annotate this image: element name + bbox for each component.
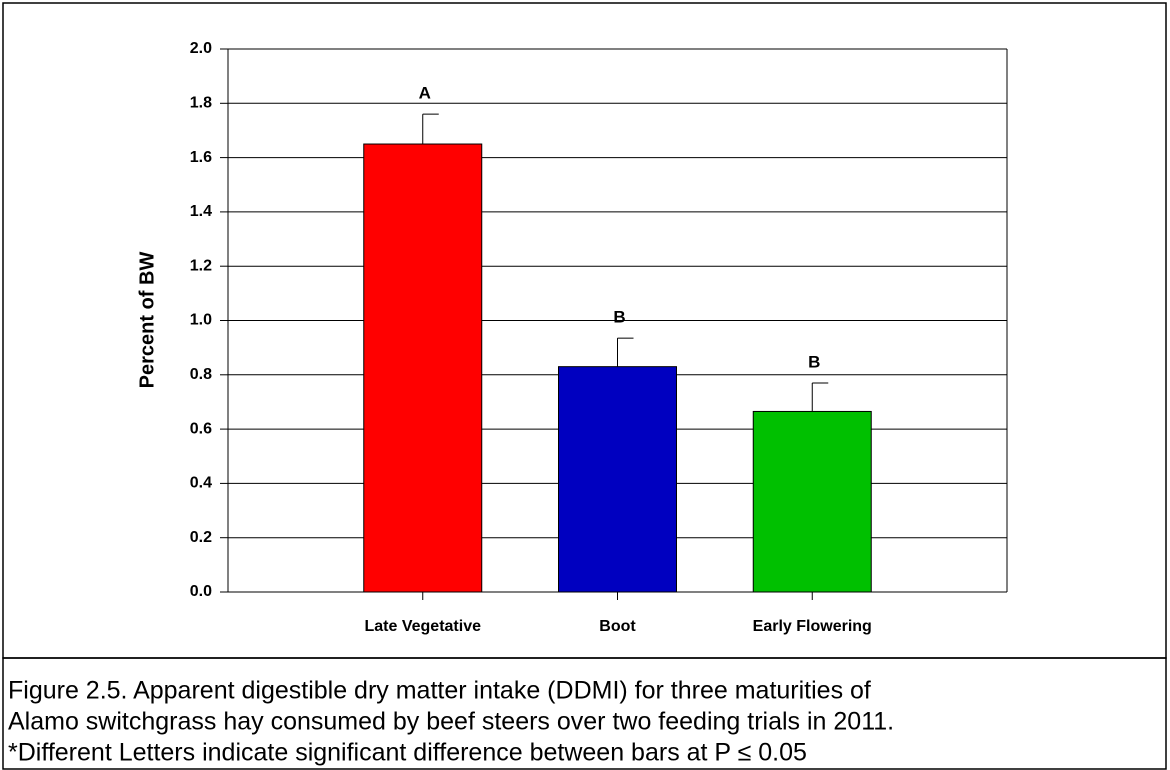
y-axis-label: Percent of BW [136,252,158,389]
caption-line: Alamo switchgrass hay consumed by beef s… [8,708,894,736]
y-tick-label: 0.4 [190,475,212,492]
y-tick-label: 0.0 [190,583,212,600]
y-tick-label: 1.8 [190,95,212,112]
bar [752,410,872,593]
significance-letter: B [808,352,820,371]
y-tick-label: 0.8 [190,366,212,383]
bar [558,366,677,593]
x-tick-label: Boot [599,618,636,635]
significance-letter: A [419,84,431,103]
y-tick-label: 0.2 [190,529,212,546]
x-tick-label: Early Flowering [753,618,872,635]
caption-line: Figure 2.5. Apparent digestible dry matt… [8,677,871,705]
y-tick-label: 1.0 [190,312,212,329]
y-tick-label: 1.2 [190,257,212,274]
y-tick-label: 1.4 [190,203,212,220]
caption-frame [2,657,1167,770]
significance-letter: B [613,308,625,327]
bar [363,143,483,593]
y-tick-label: 1.6 [190,149,212,166]
y-tick-label: 2.0 [190,40,212,57]
y-tick-label: 0.6 [190,420,212,437]
x-tick-label: Late Vegetative [365,618,482,635]
caption-line: *Different Letters indicate significant … [8,739,807,767]
